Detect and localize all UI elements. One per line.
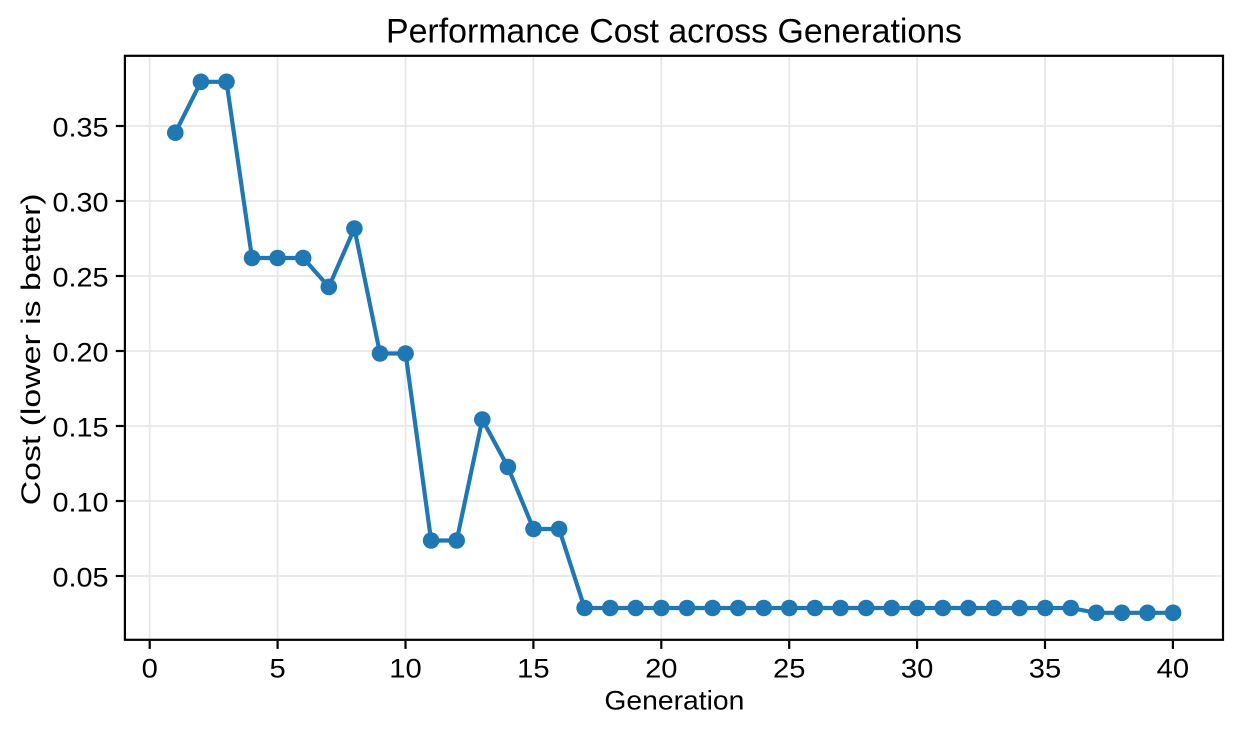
svg-text:0.10: 0.10 [53,488,109,518]
svg-text:35: 35 [1029,653,1061,683]
svg-text:0.20: 0.20 [53,338,109,368]
svg-text:25: 25 [773,653,805,683]
svg-text:0.35: 0.35 [53,113,109,143]
svg-text:20: 20 [645,653,677,683]
svg-text:15: 15 [517,653,549,683]
svg-text:0.05: 0.05 [53,563,109,593]
svg-text:Cost (lower is better): Cost (lower is better) [16,193,46,505]
svg-text:10: 10 [389,653,421,683]
svg-text:40: 40 [1157,653,1189,683]
svg-text:Performance Cost across Genera: Performance Cost across Generations [386,12,962,50]
svg-text:5: 5 [270,653,286,683]
svg-text:0: 0 [142,653,158,683]
svg-text:0.30: 0.30 [53,188,109,218]
svg-text:0.25: 0.25 [53,263,109,293]
svg-text:30: 30 [901,653,933,683]
svg-text:Generation: Generation [604,686,744,716]
svg-text:0.15: 0.15 [53,413,109,443]
